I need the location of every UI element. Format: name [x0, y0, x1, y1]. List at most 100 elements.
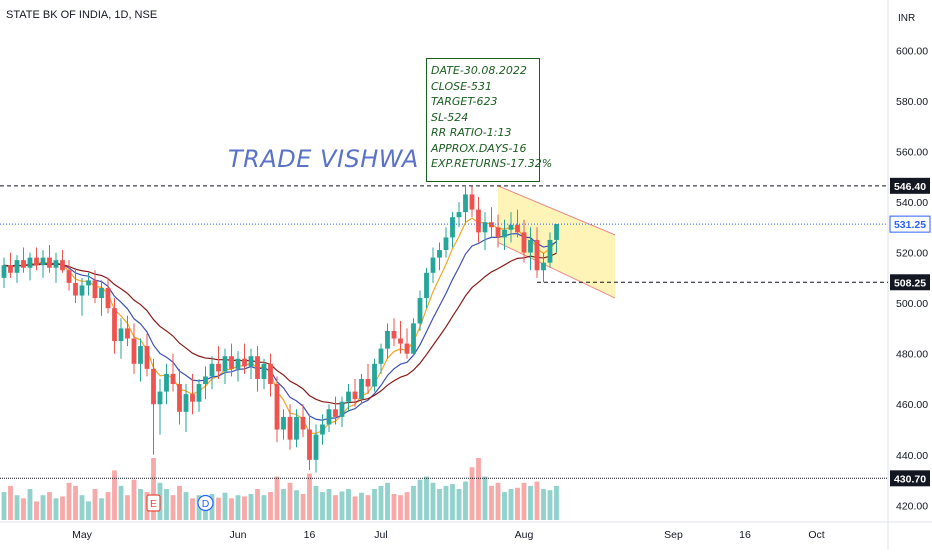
- candle-body: [385, 330, 390, 349]
- volume-bar: [53, 498, 59, 520]
- volume-bar: [365, 495, 371, 520]
- x-tick-label: 16: [739, 529, 751, 541]
- volume-bar: [463, 481, 468, 520]
- volume-bar: [378, 485, 384, 520]
- candle-body: [196, 384, 202, 402]
- candle-body: [209, 363, 215, 377]
- candle-body: [372, 363, 377, 387]
- candle-body: [502, 229, 507, 238]
- candle-body: [515, 224, 520, 233]
- volume-bar: [99, 498, 104, 520]
- volume-bar: [274, 476, 280, 520]
- candle-body: [534, 239, 540, 271]
- candle-body: [508, 224, 514, 230]
- event-marker-letter: D: [202, 498, 210, 510]
- candle-body: [73, 282, 78, 296]
- volume-bar: [1, 492, 7, 520]
- volume-bar: [131, 479, 137, 520]
- volume-bar: [339, 491, 345, 520]
- volume-bar: [534, 481, 540, 520]
- candle-body: [27, 257, 33, 268]
- candle-body: [463, 194, 468, 213]
- note-days: APPROX.DAYS-16: [431, 141, 527, 155]
- y-tick-label: 500.00: [896, 298, 928, 310]
- candle-body: [112, 308, 117, 342]
- candle-body: [274, 384, 280, 430]
- volume-bar: [216, 497, 221, 520]
- moving-averages: [3, 217, 557, 435]
- candle-body: [248, 356, 254, 367]
- x-tick-label: Jul: [374, 529, 387, 541]
- candle-body: [541, 262, 546, 271]
- price-label-box: [890, 177, 930, 194]
- price-levels: 546.40 531.25 508.25 430.70: [0, 177, 931, 487]
- candle-body: [307, 429, 312, 460]
- volume-bar: [34, 501, 39, 520]
- candle-body: [86, 280, 91, 286]
- volume-bar: [508, 489, 514, 520]
- volume-bar: [502, 492, 507, 520]
- candle-body: [138, 346, 143, 364]
- candle-body: [287, 416, 293, 440]
- candle-body: [157, 391, 163, 405]
- note-close: CLOSE-531: [431, 79, 493, 93]
- candle-body: [183, 394, 189, 412]
- candles: [1, 185, 559, 473]
- volume-bar: [79, 495, 85, 520]
- volume-bar: [495, 482, 501, 520]
- volume-bar: [404, 492, 410, 520]
- axes: INR 420.00 440.00 460.00 480.00 500.00 520.00 5…: [72, 13, 928, 541]
- candle-body: [261, 363, 267, 379]
- volume-bar: [469, 467, 475, 520]
- candle-body: [144, 346, 150, 369]
- volume-bar: [294, 490, 299, 520]
- x-tick-label: Jun: [230, 529, 247, 541]
- volume-bar: [547, 490, 553, 520]
- candle-body: [203, 376, 208, 385]
- event-marker-shape: [197, 494, 214, 512]
- volume-bar: [300, 493, 306, 520]
- candle-body: [411, 323, 416, 354]
- volume-bar: [450, 484, 455, 520]
- volume-bar: [482, 476, 488, 520]
- volume-bar: [443, 485, 449, 520]
- y-tick-label: 600.00: [896, 45, 928, 57]
- volume-bar: [242, 496, 247, 520]
- earnings-event-marker[interactable]: E: [146, 494, 161, 512]
- candle-body: [222, 356, 228, 372]
- volume-bar: [21, 498, 26, 520]
- candle-body: [300, 416, 306, 430]
- volume-bar: [352, 496, 358, 520]
- candle-body: [34, 257, 39, 266]
- y-tick-label: 580.00: [896, 96, 928, 108]
- candle-body: [450, 217, 455, 238]
- candle-body: [469, 194, 475, 210]
- note-stoploss: SL-524: [431, 110, 469, 124]
- volume-bar: [255, 489, 260, 520]
- volume-bar: [346, 489, 351, 520]
- currency-label: INR: [898, 13, 915, 24]
- ema-mid-line: [3, 233, 557, 421]
- candle-body: [437, 250, 442, 258]
- event-markers[interactable]: EDE: [146, 494, 932, 512]
- candle-body: [216, 363, 221, 372]
- volume-bar: [60, 496, 65, 520]
- volume-bar: [359, 492, 364, 520]
- dividend-event-marker[interactable]: D: [197, 494, 214, 512]
- y-tick-label: 460.00: [896, 399, 928, 411]
- candle-body: [151, 368, 156, 405]
- volume-bar: [424, 476, 429, 520]
- candle-body: [346, 391, 351, 402]
- candle-body: [456, 212, 462, 218]
- candle-body: [170, 373, 176, 385]
- volume-bar: [528, 485, 533, 520]
- ema-fast-line: [3, 217, 557, 435]
- note-target: TARGET-623: [431, 95, 498, 108]
- y-tick-label: 540.00: [896, 197, 928, 209]
- volume-bar: [417, 479, 423, 520]
- candle-body: [60, 260, 65, 271]
- volume-bar: [398, 495, 403, 520]
- volume-bar: [14, 495, 20, 520]
